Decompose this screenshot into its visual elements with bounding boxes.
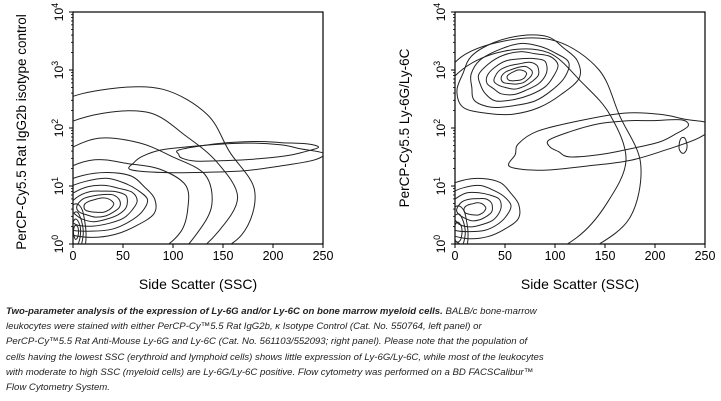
contour-line: [456, 34, 581, 116]
contour-line: [508, 112, 705, 171]
contour-line: [455, 48, 627, 244]
contour-line: [455, 205, 469, 244]
y-tick-label: 100: [50, 235, 66, 253]
contour-line: [73, 224, 80, 240]
x-tick-label: 250: [695, 249, 716, 263]
right-y-axis: 100 101 102 103 104: [432, 3, 455, 253]
svg-text:104: 104: [432, 3, 448, 21]
contour-line: [73, 184, 138, 227]
caption-line: BALB/c bone-marrow: [445, 306, 537, 317]
y-tick-label: 100: [432, 235, 448, 253]
contour-line: [73, 171, 157, 238]
right-contour-plot: [455, 34, 705, 244]
svg-text:100: 100: [432, 235, 448, 253]
contour-line: [455, 221, 463, 243]
caption-line: PerCP-Cy™5.5 Rat Anti-Mouse Ly-6G and Ly…: [6, 336, 528, 348]
svg-text:103: 103: [432, 61, 448, 79]
right-x-axis-label: Side Scatter (SSC): [521, 276, 639, 292]
contour-line: [73, 218, 82, 244]
x-tick-label: 0: [70, 249, 77, 263]
contour-line: [455, 191, 502, 228]
svg-text:101: 101: [432, 177, 448, 195]
contour-line: [73, 211, 84, 244]
contour-line: [83, 197, 115, 213]
contour-line: [477, 51, 559, 102]
y-tick-label: 103: [432, 61, 448, 79]
contour-line: [73, 190, 128, 223]
y-tick-label: 104: [432, 3, 448, 21]
y-tick-label: 102: [432, 119, 448, 137]
contour-line: [455, 213, 466, 244]
caption-line: with moderate to high SSC (myeloid cells…: [6, 366, 534, 378]
svg-text:103: 103: [50, 61, 66, 79]
right-panel: 0 50 100 150 200 250 100 101 102 103 104 Side Sca…: [397, 3, 715, 292]
svg-text:101: 101: [50, 177, 66, 195]
contour-line: [678, 136, 688, 154]
y-tick-label: 103: [50, 61, 66, 79]
contour-line: [455, 184, 512, 233]
caption-lead: Two-parameter analysis of the expression…: [6, 306, 443, 317]
svg-text:102: 102: [50, 119, 66, 137]
svg-text:104: 104: [50, 3, 66, 21]
x-tick-label: 150: [595, 249, 616, 263]
right-y-axis-label: PerCP-Cy5.5 Ly-6G/Ly-6C: [397, 48, 412, 207]
x-tick-label: 50: [116, 249, 130, 263]
contour-line: [455, 37, 642, 244]
x-tick-label: 200: [645, 249, 666, 263]
contour-line: [500, 65, 533, 85]
contour-line: [485, 57, 548, 96]
y-tick-label: 104: [50, 3, 66, 21]
svg-text:102: 102: [432, 119, 448, 137]
left-panel: 0 50 100 150 200 250 100 101 102 103 104 Side Sca…: [14, 3, 334, 292]
contour-line: [73, 177, 149, 232]
svg-text:100: 100: [50, 235, 66, 253]
contour-line: [128, 142, 323, 174]
x-tick-label: 250: [313, 249, 334, 263]
x-tick-label: 150: [213, 249, 234, 263]
contour-line: [73, 159, 190, 244]
left-plot-frame: [72, 11, 324, 245]
y-tick-label: 102: [50, 119, 66, 137]
contour-line: [456, 198, 493, 222]
contour-line: [76, 193, 121, 218]
y-tick-label: 101: [50, 177, 66, 195]
right-x-axis: 0 50 100 150 200 250: [452, 244, 716, 263]
contour-line: [546, 119, 689, 158]
x-tick-label: 0: [452, 249, 459, 263]
contour-line: [470, 42, 570, 109]
caption-line: leukocytes were stained with either PerC…: [6, 321, 482, 333]
left-contour-plot: [73, 86, 323, 244]
contour-line: [73, 203, 87, 244]
left-y-axis-label: PerCP-Cy5.5 Rat IgG2b isotype control: [14, 14, 29, 250]
x-tick-label: 50: [498, 249, 512, 263]
contour-line: [455, 177, 521, 240]
left-x-axis-label: Side Scatter (SSC): [139, 276, 257, 292]
left-x-axis: 0 50 100 150 200 250: [70, 244, 334, 263]
x-tick-label: 200: [263, 249, 284, 263]
y-tick-label: 101: [432, 177, 448, 195]
x-tick-label: 100: [545, 249, 566, 263]
left-y-axis: 100 101 102 103 104: [50, 3, 73, 253]
figure: 0 50 100 150 200 250 100 101 102 103 104 Side Sca…: [14, 3, 715, 292]
contour-line: [506, 69, 528, 82]
contour-line: [73, 137, 213, 244]
figure-caption: Two-parameter analysis of the expression…: [6, 304, 712, 395]
caption-line: Flow Cytometry System.: [6, 382, 110, 394]
caption-line: cells having the lowest SSC (erythroid a…: [6, 351, 544, 363]
contour-line: [73, 86, 256, 244]
x-tick-label: 100: [163, 249, 184, 263]
contour-line: [176, 140, 319, 162]
contour-line: [493, 61, 540, 90]
contour-line: [73, 110, 239, 244]
